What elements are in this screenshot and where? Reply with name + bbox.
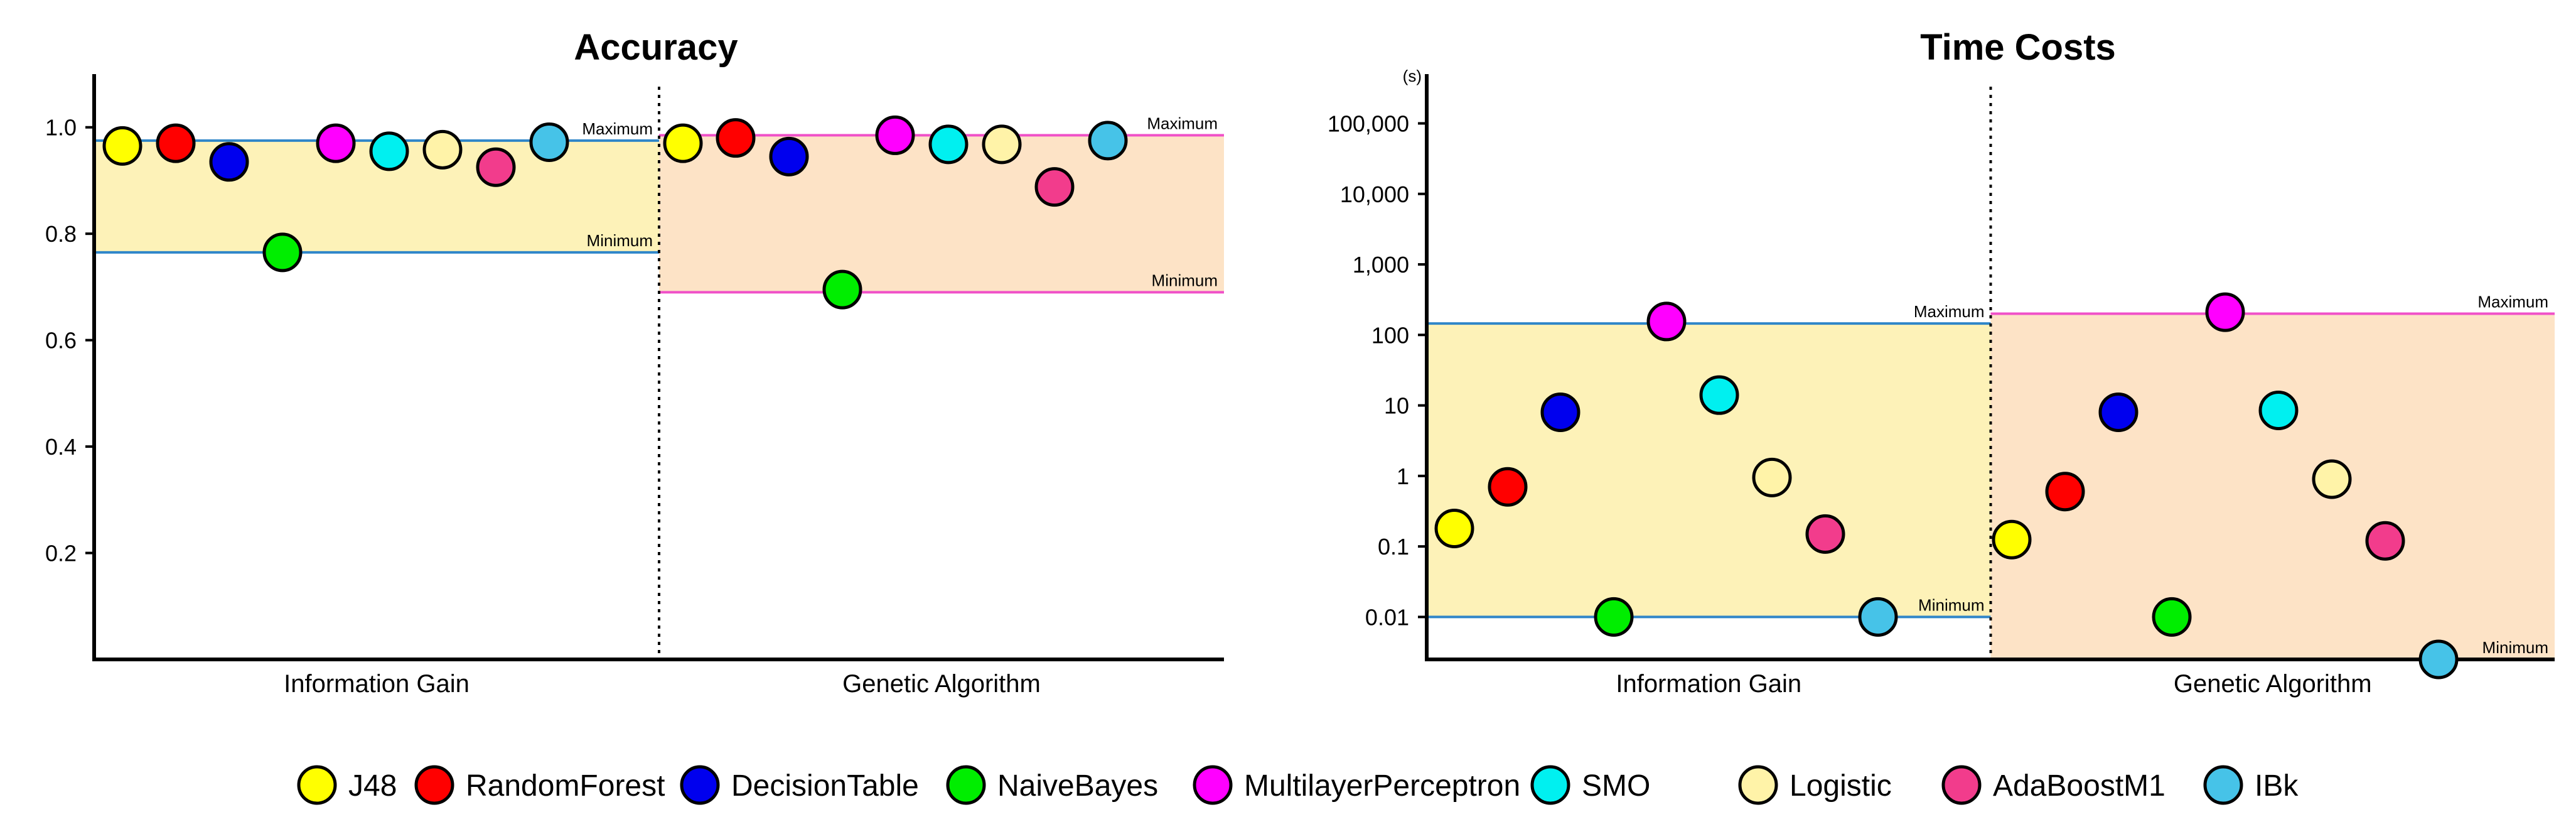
maximum-label: Maximum bbox=[1914, 302, 1985, 321]
marker-logistic bbox=[982, 124, 1022, 165]
y-tick-label: 100,000 bbox=[1328, 111, 1409, 136]
legend-marker-decisiontable bbox=[680, 765, 720, 805]
marker-multilayerperceptron bbox=[875, 115, 915, 155]
minimum-label: Minimum bbox=[587, 231, 653, 250]
marker-decisiontable bbox=[769, 136, 809, 176]
y-tick-label: 1 bbox=[1397, 463, 1409, 489]
marker-multilayerperceptron bbox=[316, 123, 356, 163]
legend-marker-adaboostm1 bbox=[1941, 765, 1982, 805]
marker-ibk bbox=[2418, 639, 2459, 680]
minimum-label: Minimum bbox=[1918, 595, 1984, 614]
maximum-label: Maximum bbox=[1147, 114, 1218, 133]
y-unit-label: (s) bbox=[1403, 67, 1422, 85]
marker-decisiontable bbox=[209, 142, 249, 182]
marker-adaboostm1 bbox=[2365, 521, 2405, 561]
marker-j48 bbox=[1434, 508, 1474, 548]
x-group-label: Information Gain bbox=[1616, 670, 1801, 698]
minimum-label: Minimum bbox=[1152, 271, 1218, 290]
legend-marker-naivebayes bbox=[946, 765, 986, 805]
marker-multilayerperceptron bbox=[2205, 292, 2245, 332]
y-tick-label: 10,000 bbox=[1340, 181, 1409, 207]
marker-smo bbox=[928, 124, 969, 165]
chart-title: Time Costs bbox=[1920, 27, 2116, 68]
y-tick-label: 0.1 bbox=[1378, 534, 1409, 560]
y-tick-label: 0.01 bbox=[1365, 604, 1409, 630]
minimum-label: Minimum bbox=[2482, 638, 2548, 657]
marker-ibk bbox=[529, 122, 569, 162]
x-group-label: Genetic Algorithm bbox=[842, 670, 1041, 698]
marker-naivebayes bbox=[262, 232, 303, 273]
y-tick-label: 1,000 bbox=[1353, 252, 1409, 278]
time-costs-chart: Maximum Minimum Maximum Minimum 0.01 0.1 1 10 10… bbox=[1328, 27, 2555, 698]
legend: J48 RandomForest DecisionTable NaiveBayes Mu… bbox=[297, 765, 2299, 805]
marker-randomforest bbox=[1488, 467, 1528, 507]
accuracy-chart: Maximum Minimum Maximum Minimum 0.2 0.4 0.6 0.8… bbox=[45, 27, 1224, 698]
legend-marker-logistic bbox=[1738, 765, 1778, 805]
legend-label: AdaBoostM1 bbox=[1993, 769, 2165, 803]
y-tick-label: 0.2 bbox=[45, 541, 77, 566]
marker-decisiontable bbox=[1540, 392, 1580, 432]
marker-ibk bbox=[1088, 121, 1128, 161]
marker-smo bbox=[2258, 391, 2299, 431]
x-group-label: Genetic Algorithm bbox=[2174, 670, 2372, 698]
chart-title: Accuracy bbox=[574, 27, 738, 68]
marker-adaboostm1 bbox=[1034, 167, 1075, 207]
y-tick-label: 1.0 bbox=[45, 115, 77, 141]
marker-adaboostm1 bbox=[1805, 514, 1845, 554]
marker-logistic bbox=[1752, 457, 1792, 497]
marker-multilayerperceptron bbox=[1646, 301, 1687, 342]
x-group-label: Information Gain bbox=[284, 670, 470, 698]
legend-label: Logistic bbox=[1790, 769, 1892, 803]
marker-adaboostm1 bbox=[476, 147, 516, 187]
band-0 bbox=[1427, 323, 1991, 617]
legend-marker-smo bbox=[1530, 765, 1570, 805]
y-tick-label: 100 bbox=[1371, 322, 1409, 348]
y-tick-label: 0.8 bbox=[45, 221, 77, 247]
marker-smo bbox=[1699, 375, 1739, 415]
marker-naivebayes bbox=[2152, 597, 2192, 637]
legend-marker-randomforest bbox=[414, 765, 454, 805]
legend-label: SMO bbox=[1582, 769, 1650, 803]
marker-decisiontable bbox=[2098, 392, 2139, 432]
marker-ibk bbox=[1858, 597, 1898, 637]
marker-naivebayes bbox=[1594, 597, 1634, 637]
legend-label: MultilayerPerceptron bbox=[1244, 769, 1520, 803]
legend-label: IBk bbox=[2255, 769, 2299, 803]
marker-smo bbox=[369, 131, 409, 171]
marker-j48 bbox=[1992, 519, 2032, 560]
marker-j48 bbox=[663, 123, 703, 163]
marker-j48 bbox=[102, 126, 142, 166]
legend-label: NaiveBayes bbox=[997, 769, 1158, 803]
marker-randomforest bbox=[156, 123, 196, 163]
y-tick-label: 10 bbox=[1384, 393, 1409, 419]
marker-logistic bbox=[422, 129, 463, 170]
maximum-label: Maximum bbox=[582, 119, 653, 138]
maximum-label: Maximum bbox=[2477, 293, 2548, 311]
legend-label: J48 bbox=[348, 769, 397, 803]
marker-randomforest bbox=[716, 118, 756, 158]
marker-naivebayes bbox=[822, 269, 862, 310]
y-tick-label: 0.4 bbox=[45, 434, 77, 460]
marker-randomforest bbox=[2045, 472, 2085, 512]
legend-marker-ibk bbox=[2203, 765, 2243, 805]
legend-label: RandomForest bbox=[466, 769, 665, 803]
band-1 bbox=[1990, 313, 2555, 659]
legend-marker-multilayerperceptron bbox=[1193, 765, 1233, 805]
marker-logistic bbox=[2312, 459, 2352, 499]
legend-label: DecisionTable bbox=[731, 769, 919, 803]
y-tick-label: 0.6 bbox=[45, 328, 77, 354]
legend-marker-j48 bbox=[297, 765, 337, 805]
